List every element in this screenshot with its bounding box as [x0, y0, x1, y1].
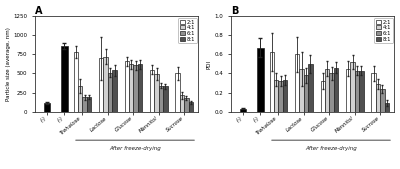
Bar [78, 86, 82, 112]
Text: A: A [35, 6, 42, 16]
Bar [154, 74, 159, 112]
Bar [99, 58, 104, 112]
Bar [74, 52, 78, 112]
Bar [163, 87, 168, 112]
Text: After freeze-drying: After freeze-drying [109, 146, 161, 151]
Bar [129, 64, 133, 112]
Bar [189, 102, 193, 112]
Bar [278, 81, 283, 112]
Bar [376, 84, 380, 112]
Bar [180, 95, 184, 112]
Bar [334, 68, 338, 112]
Bar [283, 80, 287, 112]
Bar [350, 62, 355, 112]
Bar [138, 64, 142, 112]
Bar [258, 48, 264, 112]
Y-axis label: Particle size (average, nm): Particle size (average, nm) [6, 27, 10, 101]
Text: B: B [231, 6, 238, 16]
Bar [124, 61, 129, 112]
Bar [329, 74, 334, 112]
Legend: 2:1, 4:1, 6:1, 8:1: 2:1, 4:1, 6:1, 8:1 [374, 18, 393, 43]
Y-axis label: PDI: PDI [207, 59, 212, 68]
Text: After freeze-drying: After freeze-drying [305, 146, 357, 151]
Bar [308, 64, 313, 112]
Bar [385, 103, 389, 112]
Bar [346, 69, 350, 112]
Bar [133, 65, 138, 112]
Bar [274, 80, 278, 112]
Bar [359, 71, 364, 112]
Bar [44, 103, 50, 112]
Bar [300, 69, 304, 112]
Bar [295, 54, 300, 112]
Bar [371, 74, 376, 112]
Bar [112, 70, 117, 112]
Bar [159, 86, 163, 112]
Bar [325, 69, 329, 112]
Bar [62, 46, 68, 112]
Bar [270, 52, 274, 112]
Bar [108, 73, 112, 112]
Bar [150, 70, 154, 112]
Bar [304, 75, 308, 112]
Bar [320, 81, 325, 112]
Bar [380, 89, 385, 112]
Bar [104, 57, 108, 112]
Bar [355, 71, 359, 112]
Bar [184, 98, 189, 112]
Bar [87, 97, 91, 112]
Bar [240, 109, 246, 112]
Bar [82, 98, 87, 112]
Legend: 2:1, 4:1, 6:1, 8:1: 2:1, 4:1, 6:1, 8:1 [178, 18, 197, 43]
Bar [175, 74, 180, 112]
